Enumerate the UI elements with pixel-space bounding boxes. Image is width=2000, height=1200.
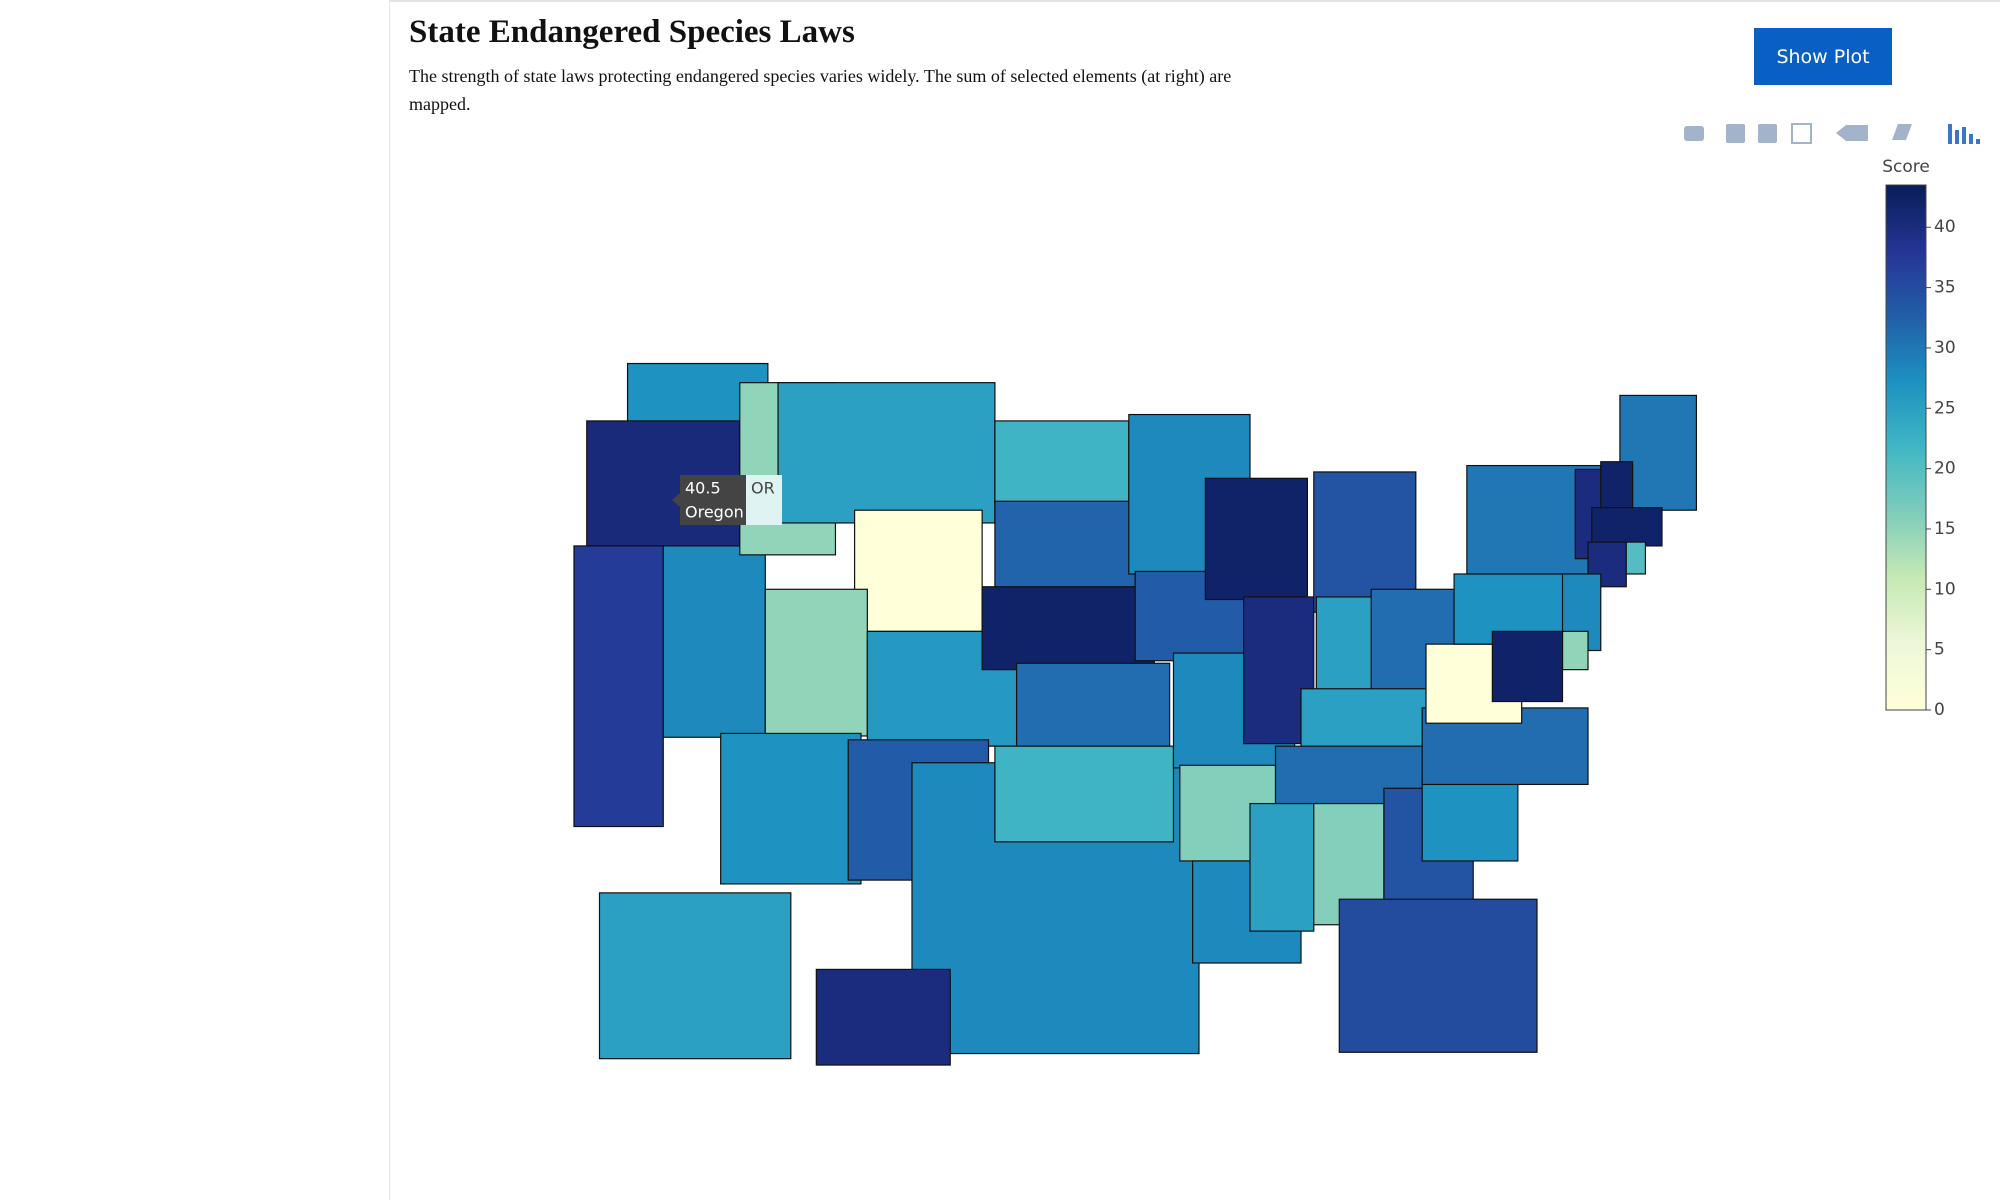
colorbar-tick-label: 30	[1934, 338, 1956, 358]
state	[662, 545, 766, 738]
state	[981, 586, 1155, 671]
zoom-out-icon[interactable]	[1758, 124, 1777, 143]
state	[777, 382, 996, 524]
tooltip: 40.5 Oregon OR	[672, 475, 782, 525]
state	[1625, 541, 1647, 575]
panel	[389, 0, 2000, 1200]
plotly-logo[interactable]	[1948, 124, 1980, 144]
state	[573, 545, 664, 828]
state	[720, 732, 862, 885]
state	[1421, 777, 1519, 862]
show-plot-button[interactable]: Show Plot	[1754, 28, 1892, 85]
colorbar-title: Score	[1882, 157, 1930, 177]
tooltip-code-box	[746, 475, 782, 525]
title: State Endangered Species Laws	[409, 14, 855, 50]
compare-icon[interactable]	[1892, 124, 1912, 140]
colorbar-tick-label: 10	[1934, 579, 1956, 599]
colorbar: Score 0 5 10 15 20 25 30 35 40	[1882, 157, 1955, 720]
colorbar-tick-label: 40	[1934, 217, 1956, 237]
hover-icon[interactable]	[1836, 125, 1868, 141]
state	[994, 500, 1136, 598]
modebar	[1684, 123, 1980, 144]
state	[598, 892, 792, 1060]
state	[1591, 507, 1663, 547]
colorbar-tick-label: 15	[1934, 519, 1956, 539]
state	[1491, 630, 1564, 703]
state	[1300, 688, 1442, 754]
zoom-in-icon[interactable]	[1726, 124, 1745, 143]
state	[853, 509, 983, 632]
state	[994, 420, 1130, 505]
camera-icon[interactable]	[1684, 126, 1704, 141]
state	[994, 745, 1175, 843]
tooltip-box	[680, 475, 746, 525]
colorbar-tick-label: 25	[1934, 398, 1956, 418]
colorbar-fill	[1885, 184, 1927, 711]
colorbar-tick-label: 5	[1934, 640, 1945, 660]
colorbar-tick-label: 0	[1934, 700, 1945, 720]
state	[1015, 662, 1171, 754]
state	[1249, 802, 1315, 932]
state	[1204, 477, 1308, 601]
subtitle: The strength of state laws protecting en…	[409, 66, 1232, 114]
state	[764, 588, 868, 737]
tooltip-code: OR	[751, 479, 775, 498]
tooltip-name: Oregon	[685, 503, 744, 522]
state	[1561, 630, 1589, 671]
colorbar-tick-label: 20	[1934, 459, 1956, 479]
colorbar-tick-label: 35	[1934, 278, 1956, 298]
tooltip-value: 40.5	[685, 479, 721, 498]
state	[1338, 898, 1538, 1053]
states	[573, 362, 1698, 1066]
tooltip-pointer	[672, 493, 680, 507]
reset-icon[interactable]	[1791, 123, 1812, 144]
state	[815, 968, 951, 1066]
